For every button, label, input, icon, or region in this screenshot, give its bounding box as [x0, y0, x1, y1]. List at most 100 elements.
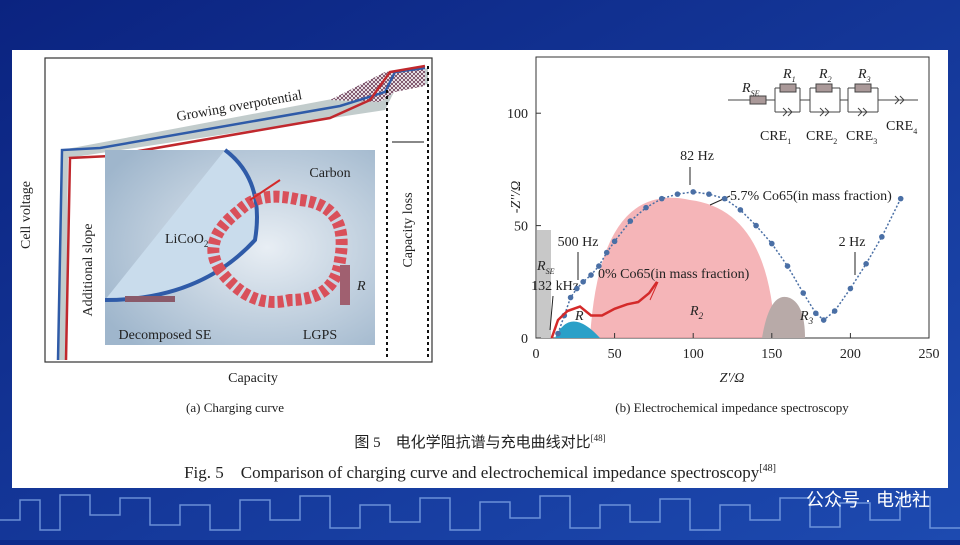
circuit-label: R1	[782, 67, 796, 84]
y-axis-label: -Z''/Ω	[509, 181, 524, 213]
data-point	[690, 189, 696, 195]
circuit-label: CRE1	[760, 129, 791, 146]
x-tick-label: 250	[919, 347, 940, 362]
data-point	[611, 238, 618, 245]
annotation: Carbon	[309, 166, 350, 181]
gap-fill	[58, 68, 428, 360]
y-tick-label: 50	[514, 220, 528, 235]
text: R	[818, 67, 828, 82]
data-point	[897, 195, 904, 202]
x-tick-label: 50	[608, 347, 622, 362]
resistor-icon	[340, 265, 350, 305]
region-r3	[762, 296, 805, 338]
subscript: SE	[751, 89, 760, 98]
data-point	[706, 191, 712, 197]
arrow	[249, 179, 281, 201]
reference: [48]	[759, 463, 776, 474]
annotation: LiCoO2	[165, 232, 208, 249]
arrow	[649, 281, 659, 301]
data-point	[737, 207, 744, 213]
subscript: 3	[873, 137, 877, 146]
frame	[44, 57, 433, 363]
reference: [48]	[591, 433, 606, 443]
circuit-label: RSE	[741, 81, 760, 98]
text: CRE	[846, 129, 873, 144]
data-point	[847, 285, 854, 292]
data-point	[555, 330, 561, 337]
subscript: 3	[866, 75, 871, 84]
data-point	[580, 279, 586, 285]
subscript: 3	[808, 316, 814, 326]
series-line	[557, 191, 902, 334]
circuit	[728, 83, 918, 117]
text: CRE	[806, 129, 833, 144]
annotation: 132 kHz	[531, 279, 579, 294]
subscript: 2	[828, 75, 832, 84]
circuit-label: CRE2	[806, 129, 837, 146]
annotation: LGPS	[303, 328, 337, 343]
text: R	[536, 259, 546, 274]
data-point	[831, 308, 838, 314]
data-point	[769, 240, 775, 247]
series-label: 0% Co65(in mass fraction)	[598, 267, 750, 282]
data-point	[674, 191, 681, 197]
text: CRE	[886, 119, 913, 134]
data-point	[567, 294, 574, 301]
figure-title-cn: 图 5 电化学阻抗谱与充电曲线对比[48]	[354, 433, 605, 451]
region-r	[555, 321, 600, 338]
caption: (a) Charging curve	[186, 400, 284, 415]
data-point	[813, 310, 819, 317]
figure-title-en: Fig. 5 Comparison of charging curve and …	[184, 463, 776, 482]
subscript: SE	[546, 267, 555, 276]
text: R	[857, 67, 867, 82]
annotation: Decomposed SE	[119, 328, 212, 343]
y-tick-label: 0	[521, 332, 528, 347]
text: CRE	[760, 129, 787, 144]
annotation: Capacity loss	[401, 192, 416, 267]
region-label: R3	[799, 309, 814, 326]
x-axis-label: Capacity	[228, 371, 278, 386]
licoo2-particle	[104, 148, 259, 302]
data-point	[863, 261, 869, 267]
data-point	[658, 195, 665, 202]
circuit-label: CRE4	[886, 119, 917, 136]
subscript: 2	[833, 137, 837, 146]
watermark: 公众号 · 电池社	[806, 490, 930, 510]
x-tick-label: 200	[840, 347, 861, 362]
subscript: 2	[699, 311, 704, 321]
skyline	[0, 494, 960, 531]
data-point	[643, 204, 649, 211]
text: 图 5 电化学阻抗谱与充电曲线对比	[354, 434, 590, 451]
text: LiCoO	[165, 232, 204, 247]
curve-red	[64, 64, 426, 361]
carbon-ring	[207, 190, 348, 308]
text: R	[741, 81, 751, 96]
hatch	[330, 68, 425, 102]
region-label: R	[574, 309, 584, 324]
x-axis-label: Z'/Ω	[720, 371, 745, 386]
annotation: 500 Hz	[558, 235, 599, 250]
data-point	[753, 222, 759, 229]
arrow	[549, 295, 554, 331]
caption: (b) Electrochemical impedance spectrosco…	[615, 400, 849, 415]
data-point	[879, 234, 885, 240]
subscript: 1	[792, 75, 796, 84]
text: R	[689, 304, 699, 319]
region-label: R2	[689, 304, 704, 321]
region-label: RSE	[536, 259, 555, 276]
decomposed-se	[125, 296, 175, 302]
series-line	[550, 281, 659, 339]
data-point	[627, 218, 634, 224]
circuit-label: R2	[818, 67, 832, 84]
annotation: 2 Hz	[839, 235, 866, 250]
region-rse	[537, 230, 551, 338]
panel-b: R3 R2 R RSE 82 Hz 500 Hz 132 kHz 2 Hz 5.…	[507, 56, 940, 415]
data-point	[588, 272, 594, 278]
data-point	[820, 317, 827, 323]
subscript: 1	[787, 137, 791, 146]
text: Fig. 5 Comparison of charging curve and …	[184, 463, 760, 482]
subscript: 2	[204, 239, 209, 249]
x-tick-label: 0	[533, 347, 540, 362]
data-point	[721, 195, 728, 202]
